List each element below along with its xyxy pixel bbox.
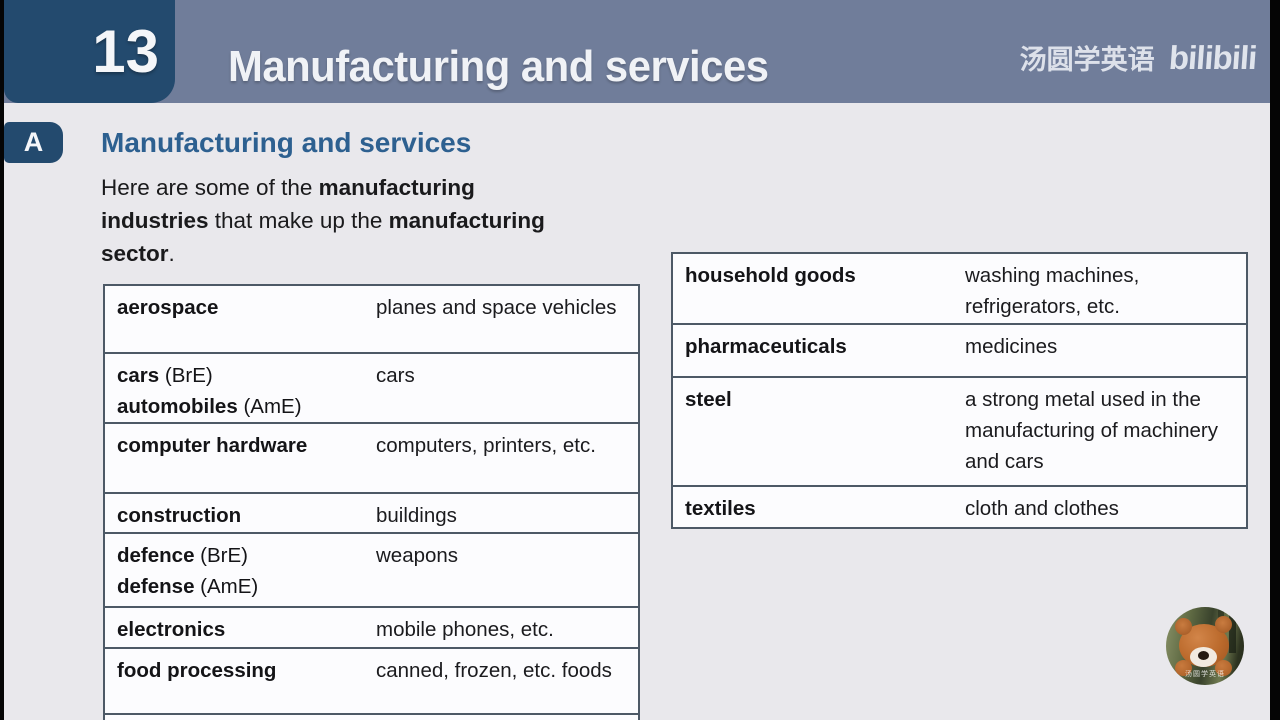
term-cell: computer hardware — [117, 434, 308, 457]
term-cell: electronics — [117, 618, 226, 641]
uploader-avatar[interactable]: 汤圆学英语 — [1166, 607, 1244, 685]
table-row: pharmaceuticals medicines — [673, 325, 1246, 378]
term-cell: textiles — [685, 497, 756, 520]
industries-table-left: aerospace planes and space vehicles cars… — [103, 284, 640, 720]
table-row: aerospace planes and space vehicles — [105, 286, 638, 354]
term-cell — [105, 715, 376, 720]
definition-cell: buildings — [376, 504, 457, 527]
bear-ear-right — [1215, 616, 1232, 633]
definition-cell: a strong metal used in the manufacturing… — [965, 388, 1218, 473]
term-cell: pharmaceuticals — [685, 335, 847, 358]
definition-cell — [376, 715, 638, 720]
definition-cell: weapons — [376, 544, 459, 567]
bear-ear-left — [1175, 618, 1192, 635]
term-cell: food processing — [117, 659, 277, 682]
bilibili-logo-icon: bilibili — [1167, 38, 1258, 76]
unit-number: 13 — [92, 18, 159, 85]
definition-cell: mobile phones, etc. — [376, 618, 554, 641]
definition-cell: planes and space vehicles — [376, 296, 617, 319]
table-row: household goods washing machines, refrig… — [673, 254, 1246, 325]
unit-header: 13 Manufacturing and services 汤圆学英语 bili… — [4, 0, 1270, 103]
channel-name-text: 汤圆学英语 — [1019, 45, 1155, 75]
page-title: Manufacturing and services — [228, 42, 769, 91]
definition-cell: medicines — [965, 335, 1058, 358]
bear-paw-right — [1215, 660, 1232, 676]
table-row-partial — [105, 715, 638, 720]
table-row: defence (BrE) defense (AmE) weapons — [105, 534, 638, 608]
industries-table-right: household goods washing machines, refrig… — [671, 252, 1248, 529]
term-cell: defence (BrE) defense (AmE) — [117, 544, 259, 598]
table-row: steel a strong metal used in the manufac… — [673, 378, 1246, 487]
term-cell: household goods — [685, 264, 856, 287]
table-row: cars (BrE) automobiles (AmE) cars — [105, 354, 638, 424]
table-row: construction buildings — [105, 494, 638, 534]
intro-line: Here are some of the manufacturing — [101, 175, 475, 200]
section-label: A — [23, 127, 44, 157]
bear-nose — [1198, 651, 1209, 660]
term-cell: construction — [117, 504, 242, 527]
definition-cell: washing machines, refrigerators, etc. — [965, 264, 1140, 318]
section-label-badge: A — [4, 122, 63, 163]
channel-watermark: 汤圆学英语 bilibili — [1019, 38, 1258, 77]
letterbox-right — [1270, 0, 1280, 720]
page: 13 Manufacturing and services 汤圆学英语 bili… — [4, 0, 1270, 720]
term-cell: cars (BrE) automobiles (AmE) — [117, 364, 302, 418]
intro-paragraph: Here are some of the manufacturing indus… — [101, 171, 545, 270]
table-row: electronics mobile phones, etc. — [105, 608, 638, 649]
term-cell: steel — [685, 388, 732, 411]
section-heading: Manufacturing and services — [101, 127, 472, 158]
definition-cell: cars — [376, 364, 415, 387]
bear-paw-left — [1175, 660, 1192, 676]
term-cell: aerospace — [117, 296, 219, 319]
table-row: food processing canned, frozen, etc. foo… — [105, 649, 638, 715]
bear-muzzle — [1190, 647, 1217, 667]
avatar-caption: 汤圆学英语 — [1185, 671, 1225, 678]
teddy-bear-icon — [1175, 616, 1232, 667]
avatar-background — [1229, 607, 1236, 653]
letterbox-left — [0, 0, 4, 720]
intro-line: sector. — [101, 241, 175, 266]
intro-line: industries that make up the manufacturin… — [101, 208, 545, 233]
definition-cell: cloth and clothes — [965, 497, 1119, 520]
unit-number-box: 13 — [4, 0, 175, 103]
table-row: textiles cloth and clothes — [673, 487, 1246, 527]
definition-cell: computers, printers, etc. — [376, 434, 596, 457]
table-row: computer hardware computers, printers, e… — [105, 424, 638, 494]
definition-cell: canned, frozen, etc. foods — [376, 659, 612, 682]
